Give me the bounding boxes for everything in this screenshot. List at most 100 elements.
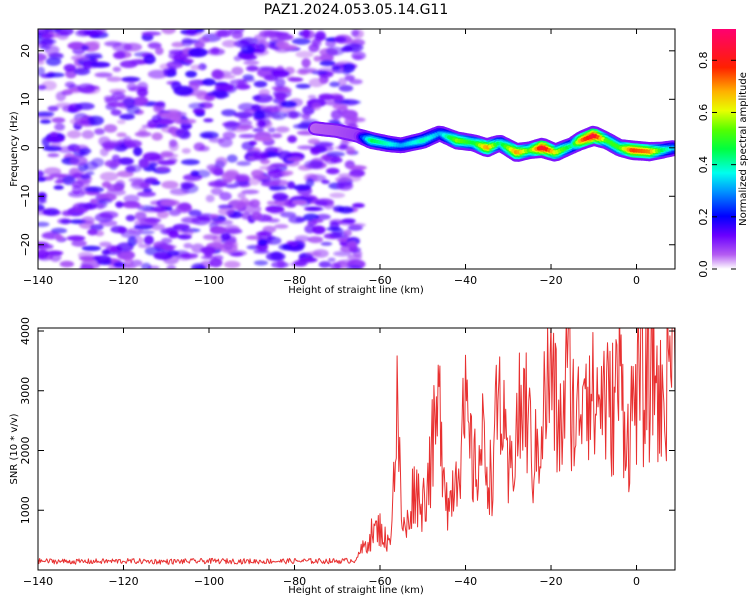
noise-blob (134, 131, 152, 138)
noise-blob (225, 183, 239, 189)
noise-blob (347, 165, 367, 171)
noise-blob (113, 51, 126, 60)
noise-blob (188, 209, 202, 217)
noise-blob (38, 197, 47, 205)
noise-blob (231, 30, 243, 40)
noise-blob (350, 29, 360, 37)
noise-blob (211, 69, 224, 80)
noise-blob (240, 45, 255, 54)
noise-blob (70, 207, 88, 214)
noise-blob (150, 223, 166, 231)
x-tick-label: −80 (283, 575, 306, 588)
noise-blob (301, 113, 311, 120)
noise-blob (58, 146, 76, 154)
noise-blob (252, 95, 261, 101)
noise-blob (230, 252, 244, 257)
snr-series-line (38, 328, 675, 565)
noise-blob (131, 181, 147, 187)
noise-blob (253, 80, 268, 88)
noise-blob (302, 105, 315, 115)
noise-blob (181, 37, 193, 48)
noise-blob (352, 203, 365, 208)
noise-blob (295, 83, 311, 89)
noise-blob (314, 200, 328, 207)
noise-blob (99, 171, 119, 182)
noise-blob (166, 265, 177, 269)
noise-blob (305, 251, 322, 257)
noise-blob (38, 192, 47, 199)
noise-blob (338, 84, 354, 92)
noise-blob (330, 109, 343, 120)
noise-blob (54, 123, 65, 131)
noise-blob (295, 50, 314, 58)
noise-blob (156, 165, 170, 172)
noise-blob (106, 184, 125, 192)
noise-blob (97, 198, 113, 204)
noise-blob (259, 66, 275, 71)
noise-blob (263, 75, 275, 80)
noise-blob (274, 92, 287, 100)
signal-blob (670, 146, 675, 151)
noise-blob (351, 51, 366, 61)
noise-blob (311, 102, 322, 111)
noise-blob (71, 185, 82, 195)
noise-blob (210, 47, 220, 54)
noise-blob (95, 29, 107, 34)
x-tick-label: 0 (633, 575, 640, 588)
noise-blob (166, 111, 181, 120)
noise-blob (342, 100, 361, 105)
noise-blob (297, 145, 315, 150)
noise-blob (337, 181, 354, 191)
spectrogram-y-label: Frequency (Hz) (9, 111, 20, 187)
noise-blob (66, 235, 86, 241)
noise-blob (94, 72, 113, 78)
noise-blob (126, 227, 143, 234)
noise-blob (325, 46, 345, 56)
x-tick-label: −80 (283, 274, 306, 287)
noise-blob (161, 29, 176, 35)
noise-blob (127, 236, 138, 247)
noise-blob (143, 235, 154, 245)
colorbar-tick-label: 0.6 (697, 104, 710, 122)
noise-blob (143, 54, 156, 65)
noise-blob (236, 125, 254, 130)
noise-blob (235, 175, 247, 182)
noise-blob (301, 58, 311, 68)
y-tick-label: 3000 (19, 377, 32, 405)
noise-blob (171, 81, 182, 91)
noise-blob (147, 69, 168, 79)
noise-blob (287, 181, 296, 190)
noise-blob (231, 66, 244, 76)
noise-blob (345, 175, 362, 182)
noise-blob (226, 154, 238, 163)
noise-blob (221, 109, 237, 117)
noise-blob (50, 227, 68, 234)
noise-blob (194, 42, 205, 49)
noise-blob (222, 131, 236, 140)
x-tick-label: −140 (23, 575, 53, 588)
noise-blob (243, 108, 257, 115)
noise-blob (320, 241, 333, 246)
noise-blob (337, 77, 347, 86)
noise-blob (39, 119, 52, 124)
noise-blob (151, 132, 163, 141)
noise-blob (259, 29, 277, 38)
noise-blob (81, 130, 95, 139)
noise-blob (38, 111, 55, 117)
noise-blob (266, 200, 277, 206)
noise-blob (307, 94, 317, 100)
noise-blob (266, 236, 282, 245)
noise-blob (294, 235, 310, 243)
x-tick-label: −140 (23, 274, 53, 287)
noise-blob (251, 211, 263, 221)
colorbar: 0.0 0.2 0.4 0.6 0.8 Normalized spectral ampl… (697, 29, 749, 278)
noise-blob (292, 199, 308, 205)
x-tick-label: −40 (454, 575, 477, 588)
x-tick-label: −120 (108, 575, 138, 588)
noise-blob (281, 87, 292, 94)
noise-blob (112, 66, 122, 73)
noise-blob (198, 145, 210, 152)
x-tick-label: 0 (633, 274, 640, 287)
noise-blob (61, 210, 73, 217)
noise-blob (295, 217, 307, 223)
